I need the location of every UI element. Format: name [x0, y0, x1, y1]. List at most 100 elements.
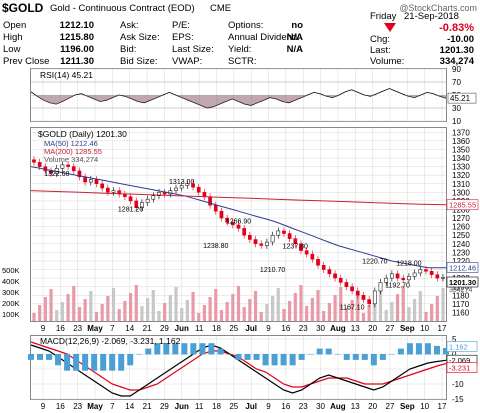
candle-body	[282, 230, 286, 234]
price-tick-label: 1270	[452, 214, 470, 223]
volume-bar	[293, 293, 297, 321]
x-tick-label: 11	[195, 324, 204, 333]
price-right-label: 1285.55	[449, 201, 476, 210]
price-annotation: 1218.00	[396, 261, 421, 268]
date: 21-Sep-2018	[404, 11, 459, 22]
macd-hist-bar	[91, 354, 98, 371]
x-tick-label: 29	[160, 402, 169, 411]
x-tick-label: 9	[266, 402, 271, 411]
candle-body	[219, 210, 224, 219]
volume-bar	[128, 293, 133, 321]
candle-body	[299, 243, 303, 251]
candle-body	[253, 239, 258, 245]
candle-body	[321, 264, 326, 270]
price-tick-label: 1260	[452, 223, 470, 232]
volume-bar	[151, 290, 155, 321]
macd-hist-bar	[325, 348, 332, 355]
volume-bar	[418, 291, 422, 321]
volume-bar	[327, 303, 331, 321]
volume-value: 334,274	[439, 56, 474, 67]
x-tick-label: 16	[56, 324, 65, 333]
volume-bar	[163, 303, 167, 321]
volume-bar	[180, 308, 184, 321]
volume-tick-label: 200K	[2, 299, 20, 308]
x-tick-label: Jul	[245, 324, 257, 333]
macd-hist-bar	[253, 354, 260, 360]
candle-body	[355, 290, 360, 296]
volume-bar	[32, 313, 36, 321]
candle-body	[350, 286, 354, 292]
volume-bar	[225, 302, 229, 321]
volume-bar	[83, 299, 87, 321]
change-pct: -0.83%	[439, 22, 474, 34]
volume-bar	[310, 298, 314, 321]
macd-hist-bar	[244, 354, 251, 360]
candle-body	[145, 198, 150, 203]
bid-size-label: Bid Size:	[120, 56, 158, 67]
macd-hist-bar	[415, 343, 422, 355]
volume-bar	[361, 313, 366, 321]
instrument-name: Gold - Continuous Contract (EOD)	[50, 3, 195, 14]
macd-hist-bar	[370, 354, 377, 366]
candle-body	[140, 202, 144, 209]
volume-bar	[253, 291, 258, 321]
candle-body	[338, 277, 343, 283]
candle-body	[441, 277, 445, 279]
candle-body	[213, 204, 218, 212]
candle-body	[435, 274, 440, 279]
candle-body	[111, 190, 116, 193]
volume-bar	[208, 297, 212, 321]
volume-bar	[344, 308, 349, 321]
x-tick-label: 25	[229, 402, 238, 411]
volume-bar	[157, 311, 161, 321]
price-annotation: 1210.70	[260, 267, 285, 274]
candle-body	[412, 272, 417, 277]
volume-bar	[259, 312, 263, 321]
yield-value: N/A	[286, 44, 303, 55]
candle-body	[37, 162, 42, 167]
volume-bar	[123, 301, 127, 321]
macd-tick-label: 5	[452, 335, 457, 344]
volume-bar	[146, 298, 150, 321]
candle-body	[196, 186, 201, 193]
x-tick-label: 16	[281, 402, 290, 411]
macd-histogram	[28, 343, 449, 371]
macd-hist-bar	[208, 343, 215, 355]
volume-bar	[66, 294, 70, 321]
macd-line	[30, 344, 447, 397]
macd-right-box	[446, 362, 478, 373]
macd-hist-bar	[28, 354, 34, 360]
quote-header: $GOLD Gold - Continuous Contract (EOD) C…	[0, 0, 480, 74]
date-day: Friday	[370, 11, 397, 22]
price-tick-label: 1180	[452, 291, 470, 300]
volume-bar	[305, 306, 309, 321]
rsi-tick-label: 90	[452, 65, 461, 74]
x-tick-label: Jul	[245, 402, 257, 411]
candle-body	[83, 176, 87, 183]
candle-body	[270, 234, 275, 243]
x-tick-label: 10	[420, 324, 429, 333]
volume-bar	[407, 307, 411, 321]
macd-hist-bar	[82, 354, 89, 371]
chg-label: Chg:	[370, 34, 391, 45]
macd-hist-bar	[343, 354, 350, 360]
macd-right-box	[446, 341, 478, 352]
macd-hist-bar	[109, 354, 116, 371]
rsi-last-value: 45.21	[450, 94, 471, 103]
price-annotation: 1281.20	[118, 206, 143, 213]
options-label: Options:	[228, 20, 264, 31]
candle-body	[390, 273, 394, 279]
rsi-fill	[31, 95, 446, 108]
macd-hist-bar	[379, 354, 386, 360]
macd-tick-label: -15	[452, 395, 464, 404]
candle-body	[174, 187, 178, 191]
volume-bar	[140, 306, 144, 321]
candle-body	[367, 299, 372, 305]
x-tick-label: 23	[299, 324, 308, 333]
macd-hist-bar	[289, 354, 296, 366]
candle-body	[32, 159, 36, 163]
x-tick-label: 9	[41, 324, 46, 333]
rsi-tick-label: 70	[452, 78, 461, 87]
candle-body	[293, 238, 298, 245]
macd-hist-bar	[100, 354, 107, 371]
